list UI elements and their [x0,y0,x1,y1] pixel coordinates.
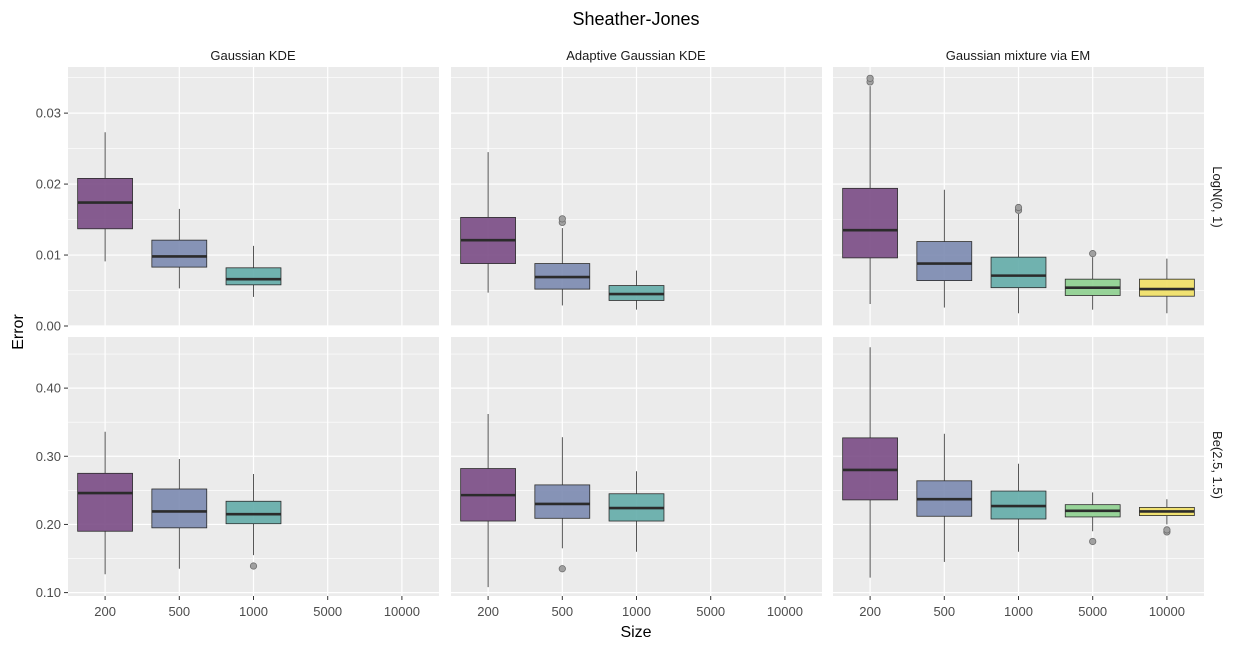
boxplot-500 [916,433,973,562]
x-tick-label: 10000 [767,604,803,619]
x-tick-label: 500 [933,604,955,619]
y-axis-label: Error [10,314,27,350]
facet-panels: 0.00 0.01 0.02 0.03 0.10 0.20 0.30 0.40 200 500 10… [36,67,1204,619]
boxplot-200 [77,132,133,262]
x-tick-label: 5000 [1078,604,1107,619]
boxplot-10000 [1139,499,1195,536]
x-axis-label: Size [620,624,651,641]
boxplot-200 [77,431,133,575]
box-iqr [151,488,208,529]
x-tick-label: 200 [859,604,881,619]
box-iqr [225,267,282,286]
boxplot-500 [151,208,208,289]
box-iqr [77,472,133,532]
y-tick-label: 0.00 [36,319,61,334]
boxplot-5000 [1064,250,1121,310]
x-tick-label: 500 [168,604,190,619]
outlier-point [1163,526,1171,534]
boxplot-200 [842,74,898,305]
facet-column-label-gaussian-mixture-em: Gaussian mixture via EM [946,48,1091,63]
box-iqr [842,187,898,259]
boxplot-500 [916,189,973,308]
boxplot-200 [842,347,898,578]
y-tick-label: 0.10 [36,585,61,600]
box-iqr [151,239,208,268]
boxplot-500 [534,437,591,573]
x-tick-label: 10000 [1149,604,1185,619]
boxplot-1000 [990,203,1047,314]
y-tick-label: 0.20 [36,517,61,532]
x-tick-label: 200 [94,604,116,619]
panel-be-2-5-1-5-gaussian-kde [68,337,439,596]
box-iqr [225,500,282,525]
panel-be-2-5-1-5-gaussian-mixture-via-em [833,337,1204,596]
facet-row-label-beta: Be(2.5, 1.5) [1210,431,1225,499]
y-tick-label: 0.02 [36,177,61,192]
box-iqr [1139,278,1195,297]
boxplot-200 [460,414,516,588]
outlier-point [1089,250,1097,258]
outlier-point [1014,203,1023,212]
panel-logn-0-1-adaptive-gaussian-kde [451,67,822,327]
outlier-point [249,562,258,570]
boxplot-500 [151,459,208,569]
x-tick-label: 500 [551,604,573,619]
x-tick-label: 200 [477,604,499,619]
boxplot-200 [460,152,516,293]
box-iqr [916,241,973,281]
panel-be-2-5-1-5-adaptive-gaussian-kde [451,337,822,596]
x-tick-label: 10000 [384,604,420,619]
panel-logn-0-1-gaussian-mixture-via-em [833,67,1204,327]
panel-logn-0-1-gaussian-kde [68,67,439,327]
facet-row-label-lognormal: LogN(0, 1) [1210,166,1225,227]
outlier-point [558,215,566,223]
outlier-point [1089,537,1097,546]
x-tick-label: 1000 [1004,604,1033,619]
x-tick-label: 5000 [313,604,342,619]
x-tick-label: 5000 [696,604,725,619]
y-tick-label: 0.03 [36,106,61,121]
boxplot-500 [534,215,591,306]
facet-column-label-adaptive-gaussian-kde: Adaptive Gaussian KDE [566,48,706,63]
boxplot-1000 [608,270,665,310]
outlier-point [866,74,874,82]
box-iqr [990,256,1047,289]
boxplot-1000 [990,463,1047,552]
boxplot-5000 [1064,492,1121,546]
boxplot-1000 [225,245,282,297]
box-iqr [534,484,591,519]
x-tick-label: 1000 [622,604,651,619]
outlier-point [558,565,566,573]
boxplot-10000 [1139,258,1195,314]
y-tick-label: 0.01 [36,248,61,263]
facet-column-label-gaussian-kde: Gaussian KDE [210,48,296,63]
y-tick-label: 0.40 [36,381,61,396]
chart-title: Sheather-Jones [572,9,699,29]
boxplot-1000 [225,473,282,570]
boxplot-1000 [608,471,665,552]
x-tick-label: 1000 [239,604,268,619]
y-tick-label: 0.30 [36,449,61,464]
